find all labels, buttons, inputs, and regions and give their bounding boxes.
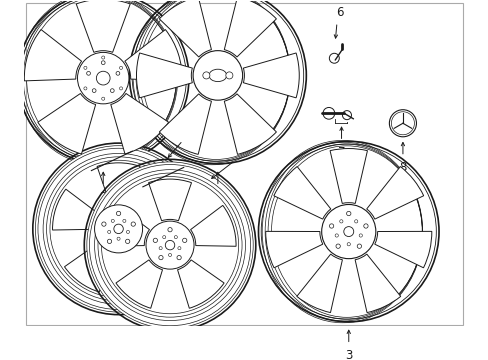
Circle shape [101, 61, 105, 64]
Wedge shape [374, 231, 431, 268]
Wedge shape [24, 30, 81, 81]
Wedge shape [104, 205, 149, 246]
Ellipse shape [208, 69, 226, 82]
Circle shape [329, 224, 333, 228]
Circle shape [125, 239, 129, 243]
Wedge shape [329, 149, 366, 203]
Wedge shape [224, 94, 276, 154]
Circle shape [46, 157, 190, 301]
Wedge shape [136, 53, 192, 98]
Circle shape [174, 235, 177, 239]
Text: 2: 2 [99, 191, 107, 204]
Circle shape [153, 238, 157, 243]
Text: 5: 5 [176, 122, 183, 135]
Circle shape [163, 235, 165, 239]
Wedge shape [273, 167, 330, 219]
Wedge shape [64, 244, 111, 292]
Wedge shape [111, 94, 168, 154]
Circle shape [167, 228, 172, 232]
Wedge shape [38, 94, 96, 154]
Circle shape [102, 222, 106, 226]
Circle shape [178, 247, 181, 250]
Circle shape [94, 170, 245, 321]
Text: 3: 3 [345, 349, 352, 360]
Circle shape [110, 89, 114, 93]
Circle shape [225, 72, 232, 79]
Circle shape [356, 244, 361, 248]
Circle shape [116, 211, 121, 216]
Wedge shape [366, 167, 423, 219]
Circle shape [339, 220, 342, 223]
Wedge shape [126, 244, 172, 292]
Wedge shape [296, 254, 342, 312]
Wedge shape [52, 189, 98, 230]
Circle shape [119, 66, 122, 69]
Circle shape [107, 239, 111, 243]
Circle shape [102, 97, 104, 100]
Wedge shape [265, 231, 322, 268]
Circle shape [43, 153, 194, 304]
Circle shape [38, 148, 199, 310]
Circle shape [159, 247, 162, 250]
Circle shape [87, 162, 253, 328]
Circle shape [77, 53, 129, 104]
Circle shape [177, 256, 181, 260]
Circle shape [358, 234, 362, 237]
Wedge shape [97, 163, 140, 204]
Wedge shape [354, 254, 400, 312]
Circle shape [92, 89, 96, 93]
Text: 6: 6 [335, 5, 343, 19]
Circle shape [126, 230, 129, 234]
Text: 4: 4 [234, 143, 242, 156]
Circle shape [86, 72, 90, 75]
Circle shape [89, 165, 250, 326]
Circle shape [203, 72, 209, 79]
Circle shape [111, 219, 114, 222]
Circle shape [146, 221, 194, 269]
Circle shape [96, 71, 110, 85]
Circle shape [193, 51, 242, 100]
Wedge shape [224, 0, 276, 57]
Wedge shape [177, 260, 224, 308]
Wedge shape [159, 0, 211, 57]
Circle shape [159, 256, 163, 260]
Circle shape [35, 146, 202, 312]
Circle shape [346, 243, 350, 246]
Circle shape [83, 87, 87, 90]
Text: 7: 7 [337, 146, 345, 159]
Wedge shape [76, 0, 130, 52]
Wedge shape [159, 94, 211, 154]
Wedge shape [116, 260, 162, 308]
Circle shape [107, 230, 110, 234]
Circle shape [119, 87, 122, 90]
Circle shape [101, 176, 238, 314]
Circle shape [321, 204, 375, 258]
Circle shape [102, 56, 104, 59]
Circle shape [354, 220, 357, 223]
Circle shape [50, 160, 187, 297]
Wedge shape [139, 189, 184, 230]
Circle shape [114, 224, 123, 234]
Circle shape [94, 205, 142, 253]
Circle shape [346, 211, 350, 216]
Wedge shape [124, 30, 182, 81]
Circle shape [98, 173, 242, 317]
Text: 1: 1 [214, 191, 221, 204]
Wedge shape [148, 179, 191, 221]
Text: 8: 8 [398, 161, 406, 174]
Circle shape [343, 226, 353, 237]
Circle shape [122, 219, 125, 222]
Circle shape [168, 253, 171, 257]
Circle shape [335, 244, 340, 248]
Circle shape [116, 72, 120, 75]
Circle shape [83, 66, 87, 69]
Circle shape [165, 240, 174, 250]
Wedge shape [243, 53, 299, 98]
Circle shape [334, 234, 338, 237]
Wedge shape [190, 205, 236, 246]
Circle shape [131, 222, 135, 226]
Circle shape [363, 224, 367, 228]
Circle shape [182, 238, 186, 243]
Circle shape [117, 237, 120, 240]
